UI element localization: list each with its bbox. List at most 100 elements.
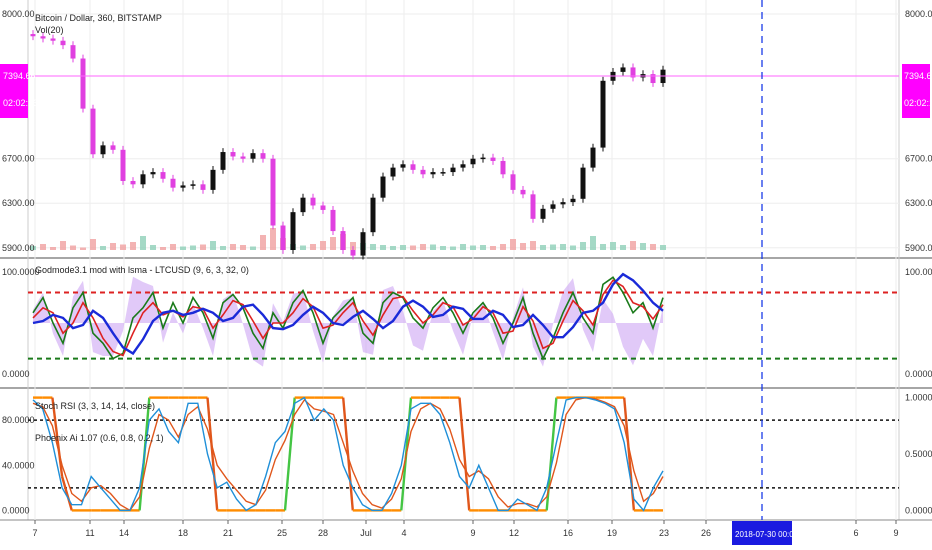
candle-body (420, 169, 426, 175)
volume-bar (370, 244, 376, 250)
candle-body (500, 160, 506, 175)
candle-body (280, 225, 286, 250)
candle-body (190, 184, 196, 186)
x-tick-label: 14 (119, 528, 129, 538)
y-tick-label-right: 5900.00 (905, 243, 932, 253)
volume-bar (200, 244, 206, 250)
volume-bar (460, 244, 466, 250)
candle-body (210, 169, 216, 190)
candle-body (360, 232, 366, 256)
candle-body (590, 147, 596, 168)
crosshair-time-badge (732, 521, 792, 545)
phoenix-segment (458, 397, 471, 511)
volume-bar (620, 245, 626, 250)
volume-bar (480, 245, 486, 250)
x-tick-label: 4 (401, 528, 406, 538)
volume-bar (580, 242, 586, 250)
stoch-series-d (32, 396, 664, 512)
volume-bar (550, 244, 556, 250)
x-tick-label: 28 (318, 528, 328, 538)
volume-bar (100, 246, 106, 250)
candle-body (90, 108, 96, 155)
grid (28, 0, 899, 520)
candle-body (340, 231, 346, 250)
price-pane[interactable] (28, 30, 899, 260)
stoch-y-label-left: 40.0000 (2, 460, 35, 470)
godmode-series-tci (32, 276, 664, 361)
volume-bar (60, 241, 66, 250)
phoenix-segment (206, 397, 219, 511)
volume-bar (240, 245, 246, 250)
volume-legend: Vol(20) (35, 25, 64, 35)
candle-body (220, 152, 226, 170)
candle-body (250, 153, 256, 159)
volume-bar (510, 239, 516, 250)
x-tick-label: 26 (701, 528, 711, 538)
godmode-y-label-right: 100.0000 (905, 267, 932, 277)
candle-body (540, 208, 546, 219)
volume-bar (600, 244, 606, 250)
stochrsi-pane[interactable] (28, 396, 899, 512)
volume-bar (350, 242, 356, 250)
candle-body (410, 164, 416, 170)
volume-bar (530, 241, 536, 250)
volume-bar (110, 243, 116, 250)
volume-bar (260, 235, 266, 250)
candle-body (370, 197, 376, 233)
candle-body (140, 174, 146, 185)
godmode-y-label-left: 100.0000 (2, 267, 40, 277)
price-badge-right-value: 7394.66 (904, 71, 932, 81)
y-tick-label-left: 6300.00 (2, 198, 35, 208)
price-badge-left-value: 7394.66 (3, 71, 36, 81)
candle-body (440, 172, 446, 174)
candle-body (40, 36, 46, 39)
candle-body (120, 149, 126, 181)
candle-body (620, 67, 626, 72)
x-tick-label: 11 (85, 528, 94, 538)
y-tick-label-right: 8000.00 (905, 9, 932, 19)
candle-body (450, 167, 456, 173)
volume-bar (590, 236, 596, 250)
candle-body (430, 172, 436, 175)
candle-body (400, 164, 406, 168)
volume-bar (430, 244, 436, 250)
candle-body (80, 58, 86, 109)
stoch-series-k (32, 396, 664, 512)
candle-body (110, 145, 116, 150)
volume-bar (160, 247, 166, 250)
price-badge-right-time: 02:02:16 (904, 98, 932, 108)
crosshair-time-label: 2018-07-30 00:00:00 (735, 530, 810, 539)
x-tick-label: 12 (509, 528, 519, 538)
volume-bar (150, 245, 156, 250)
phoenix-segment (60, 476, 73, 511)
candle-body (480, 157, 486, 160)
godmode-pane[interactable] (28, 272, 899, 367)
volume-bar (450, 246, 456, 250)
candle-body (180, 185, 186, 188)
candle-body (200, 184, 206, 190)
volume-bar (490, 246, 496, 250)
volume-bar (650, 244, 656, 250)
candle-body (290, 212, 296, 250)
candle-body (130, 180, 136, 185)
godmode-series-avg (32, 279, 664, 357)
candle-body (490, 157, 496, 161)
y-tick-label-right: 6700.00 (905, 154, 932, 164)
stoch-y-label-left: 0.0000 (2, 505, 30, 515)
x-tick-label: 16 (563, 528, 573, 538)
candle-body (520, 189, 526, 195)
x-tick-label: 19 (607, 528, 617, 538)
candle-body (300, 197, 306, 213)
candle-body (260, 153, 266, 159)
volume-bar (540, 245, 546, 250)
stoch-y-label-right: 0.5000 (905, 449, 932, 459)
candle-body (650, 74, 656, 84)
price-badge-left-time: 02:02:16 (3, 98, 38, 108)
candle-body (530, 194, 536, 219)
stoch-y-label-left: 80.0000 (2, 415, 35, 425)
volume-bar (380, 245, 386, 250)
volume-bar (80, 247, 86, 250)
candle-body (310, 197, 316, 206)
volume-bar (40, 244, 46, 250)
